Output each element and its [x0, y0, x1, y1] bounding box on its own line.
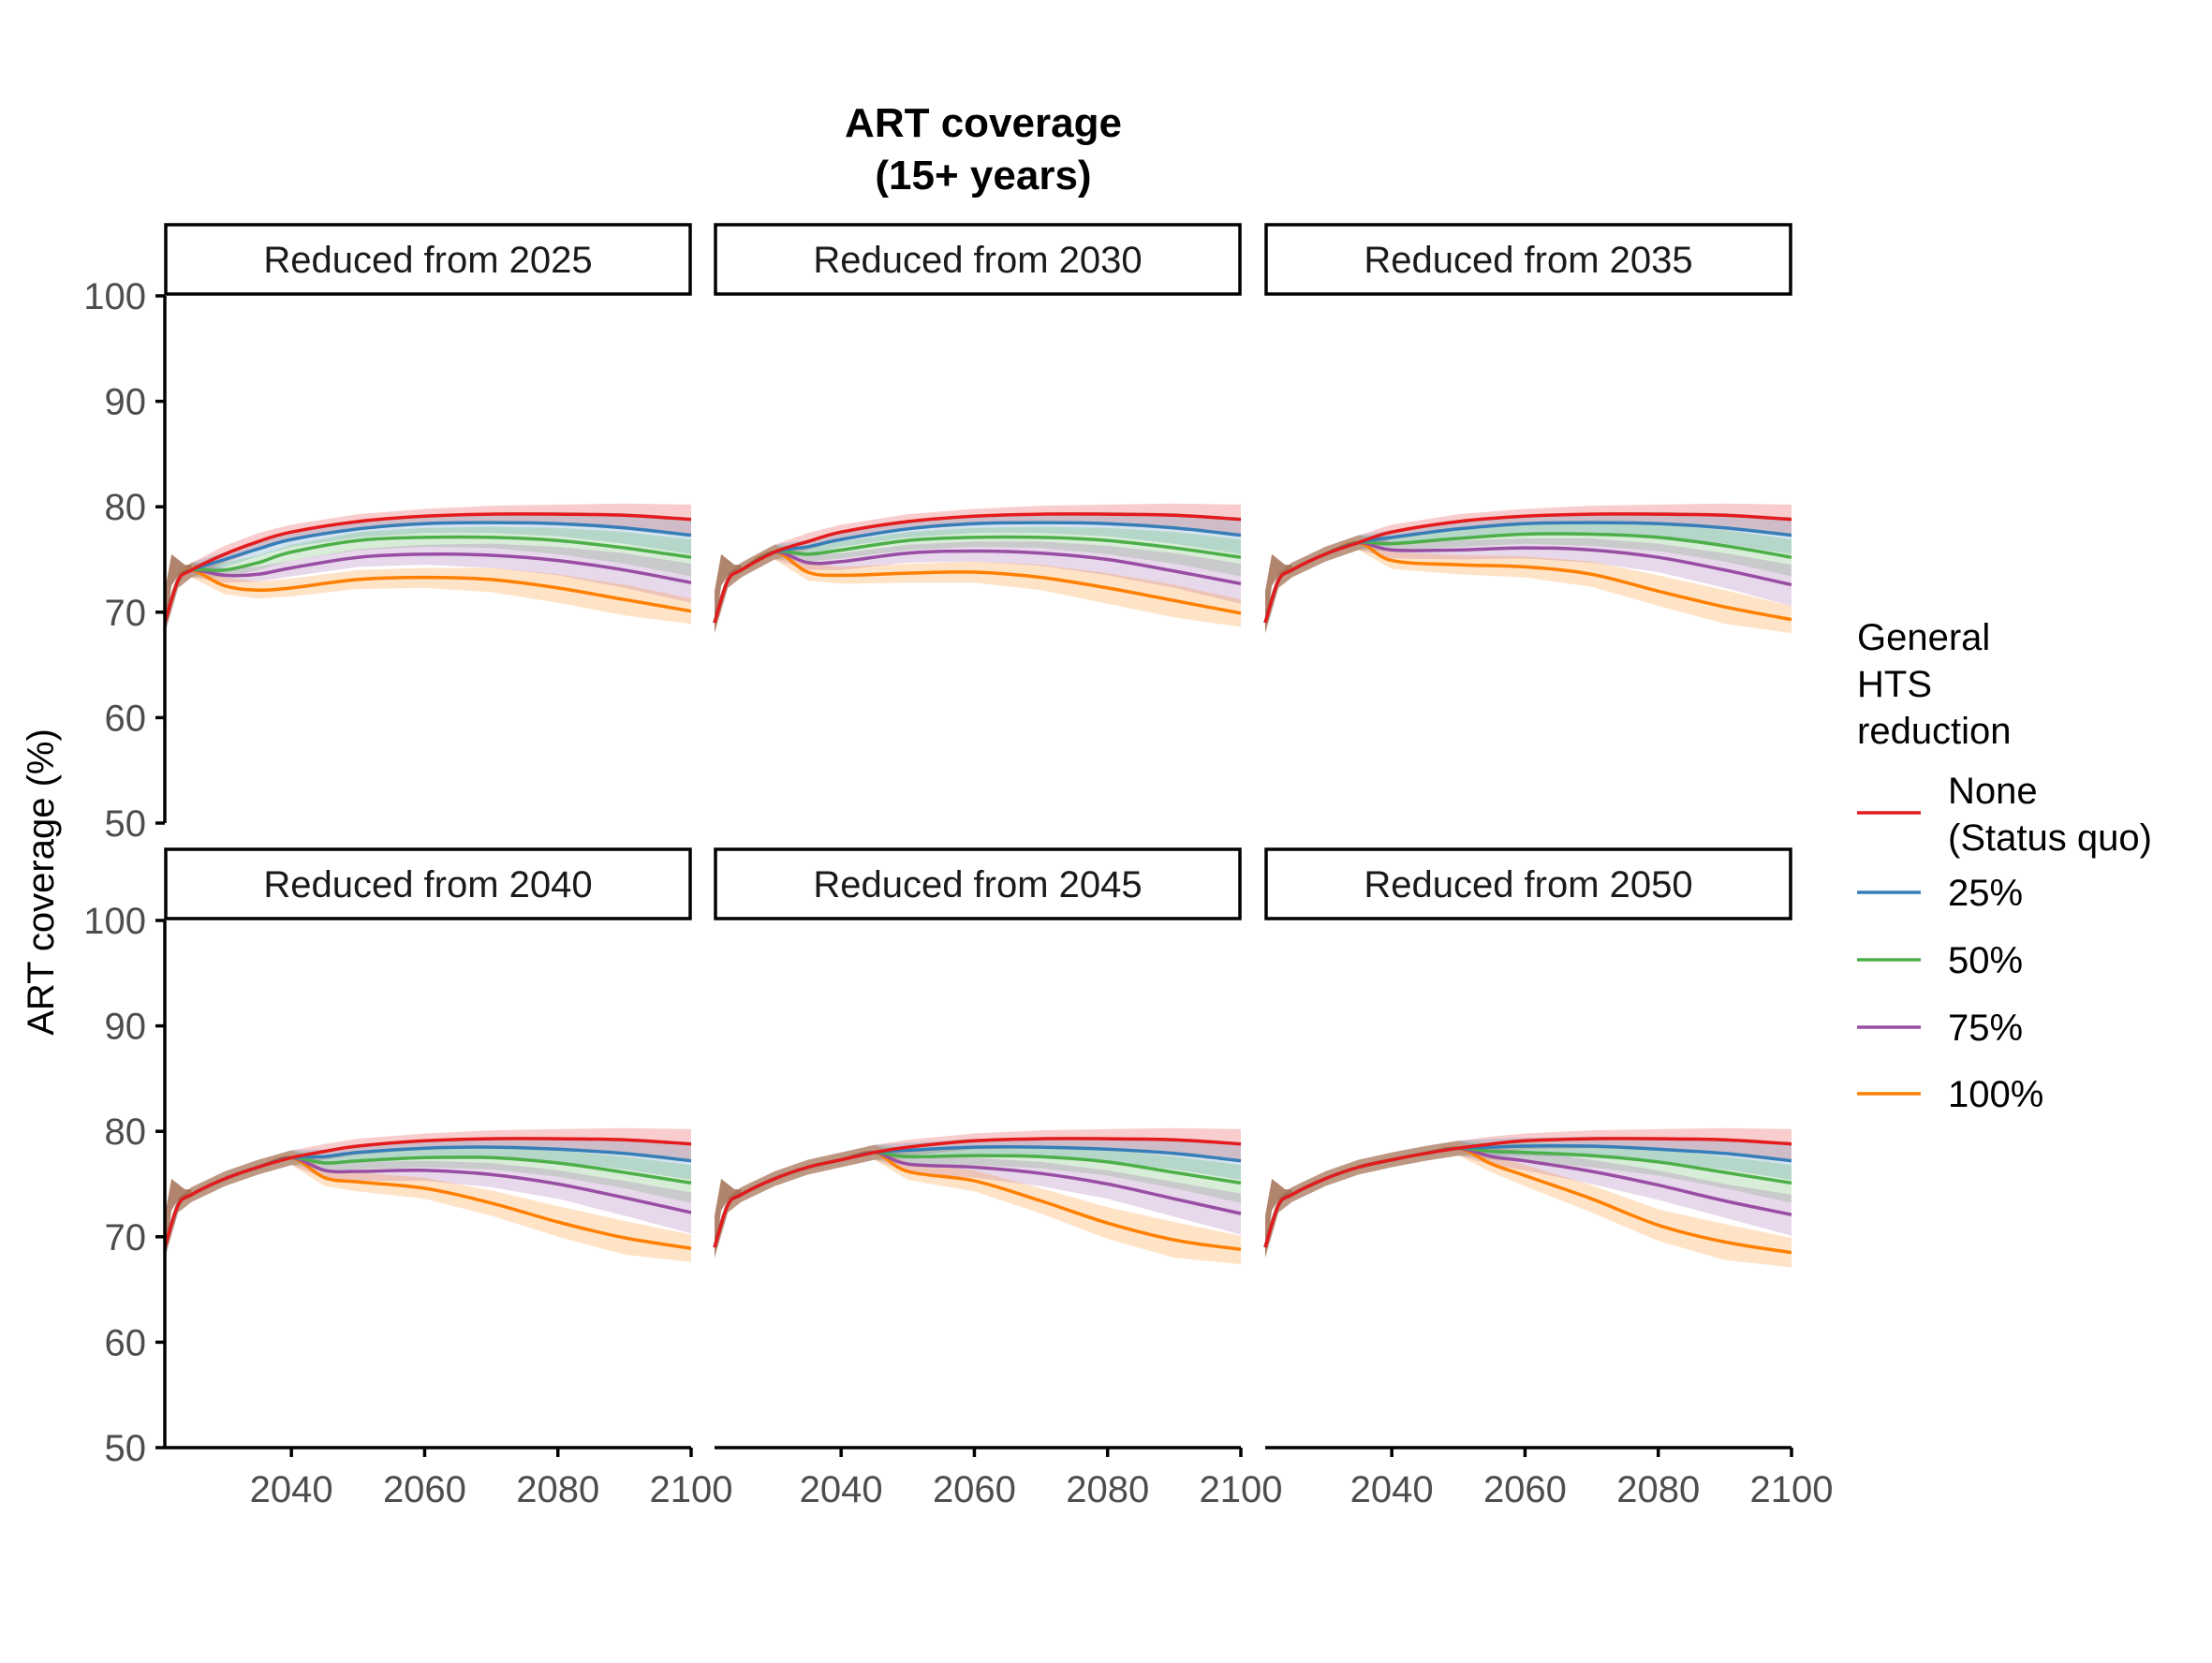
uncertainty-band [715, 503, 1241, 634]
panel-strip [164, 847, 692, 920]
y-tick-label: 80 [105, 487, 147, 528]
panel-strip [1264, 847, 1792, 920]
legend-title: HTS [1857, 664, 1932, 705]
x-tick-label: 2080 [516, 1469, 599, 1510]
x-tick-label: 2060 [1483, 1469, 1567, 1510]
series-line [713, 512, 1242, 624]
uncertainty-band [165, 511, 691, 634]
panel-strip-label: Reduced from 2035 [1364, 240, 1692, 281]
uncertainty-band [715, 544, 1241, 634]
y-tick-label: 50 [105, 1428, 147, 1469]
chart-subtitle: (15+ years) [875, 153, 1091, 199]
series-line [1263, 512, 1792, 624]
panel-strip-label: Reduced from 2050 [1364, 864, 1692, 905]
uncertainty-band [715, 1144, 1241, 1265]
x-tick-label: 2080 [1066, 1469, 1149, 1510]
uncertainty-band [165, 1147, 691, 1258]
panel-3: Reduced from 2035 [1263, 223, 1792, 634]
legend-entry: 50% [1857, 940, 2023, 981]
y-tick-label: 100 [83, 901, 146, 942]
panel-6: Reduced from 2050 2040 2060 2080 2100 [1263, 847, 1834, 1510]
panel-strip-label: Reduced from 2030 [813, 240, 1142, 281]
series-line [713, 1137, 1242, 1248]
uncertainty-band [1265, 1136, 1792, 1258]
uncertainty-band [715, 511, 1241, 634]
x-tick-label: 2100 [1750, 1469, 1834, 1510]
panel-2: Reduced from 2030 [713, 223, 1242, 634]
legend-entry: None (Status quo) [1857, 771, 2152, 859]
legend: General HTS reduction None (Status quo) 25% 50… [1857, 617, 2152, 1115]
uncertainty-band [165, 1150, 691, 1262]
y-tick-label: 50 [105, 803, 147, 845]
x-tick-label: 2080 [1616, 1469, 1700, 1510]
y-tick-label: 90 [105, 1007, 147, 1048]
panel-strip [164, 223, 692, 296]
uncertainty-band [165, 1138, 691, 1258]
y-axis-label: ART coverage (%) [21, 728, 62, 1036]
panel-1: Reduced from 2025 50 60 70 80 90 100 [83, 223, 692, 845]
uncertainty-band [165, 526, 691, 634]
uncertainty-band [715, 1144, 1241, 1258]
uncertainty-band [1265, 1141, 1792, 1268]
y-tick-label: 80 [105, 1111, 147, 1153]
legend-label: None [1948, 771, 2038, 812]
panel-strip [714, 223, 1242, 296]
legend-title: General [1857, 617, 1990, 658]
series-line [163, 512, 692, 624]
uncertainty-band [715, 1127, 1241, 1258]
panel-strip-label: Reduced from 2045 [813, 864, 1142, 905]
y-tick-label: 60 [105, 1322, 147, 1363]
uncertainty-band [1265, 535, 1792, 634]
uncertainty-band [165, 562, 691, 634]
x-tick-label: 2060 [933, 1469, 1016, 1510]
y-tick-label: 70 [105, 593, 147, 634]
legend-entry: 75% [1857, 1008, 2023, 1049]
legend-entry: 25% [1857, 873, 2023, 914]
y-tick-label: 90 [105, 382, 147, 423]
uncertainty-band [165, 503, 691, 634]
x-tick-label: 2040 [800, 1469, 883, 1510]
panel-strip [714, 847, 1242, 920]
y-tick-label: 70 [105, 1217, 147, 1258]
x-tick-label: 2100 [650, 1469, 733, 1510]
uncertainty-band [715, 541, 1241, 634]
y-tick-label: 100 [83, 276, 146, 317]
legend-title: reduction [1857, 711, 2012, 752]
uncertainty-band [1265, 1141, 1792, 1258]
series-line [163, 1137, 692, 1248]
panel-strip [1264, 223, 1792, 296]
panel-strip-label: Reduced from 2040 [263, 864, 592, 905]
x-tick-label: 2040 [1350, 1469, 1434, 1510]
chart-title: ART coverage [845, 100, 1122, 146]
x-tick-label: 2100 [1200, 1469, 1283, 1510]
panel-strip-label: Reduced from 2025 [263, 240, 592, 281]
uncertainty-band [715, 1138, 1241, 1258]
uncertainty-band [165, 1150, 691, 1258]
legend-label: 100% [1948, 1074, 2043, 1115]
x-tick-label: 2060 [383, 1469, 466, 1510]
series-line [1263, 1137, 1792, 1248]
uncertainty-band [1265, 1141, 1792, 1258]
legend-label: 25% [1948, 873, 2023, 914]
uncertainty-band [715, 1144, 1241, 1258]
x-tick-label: 2040 [250, 1469, 333, 1510]
legend-label: (Status quo) [1948, 817, 2152, 859]
panel-4: Reduced from 2040 50 60 70 80 90 100 2040 2060 20… [83, 847, 733, 1510]
uncertainty-band [1265, 535, 1792, 634]
legend-entry: 100% [1857, 1074, 2043, 1115]
legend-label: 75% [1948, 1008, 2023, 1049]
panel-5: Reduced from 2045 2040 2060 2080 2100 [713, 847, 1283, 1510]
uncertainty-band [715, 526, 1241, 634]
legend-label: 50% [1948, 940, 2023, 981]
y-tick-label: 60 [105, 698, 147, 739]
uncertainty-band [1265, 523, 1792, 634]
uncertainty-band [1265, 1127, 1792, 1258]
